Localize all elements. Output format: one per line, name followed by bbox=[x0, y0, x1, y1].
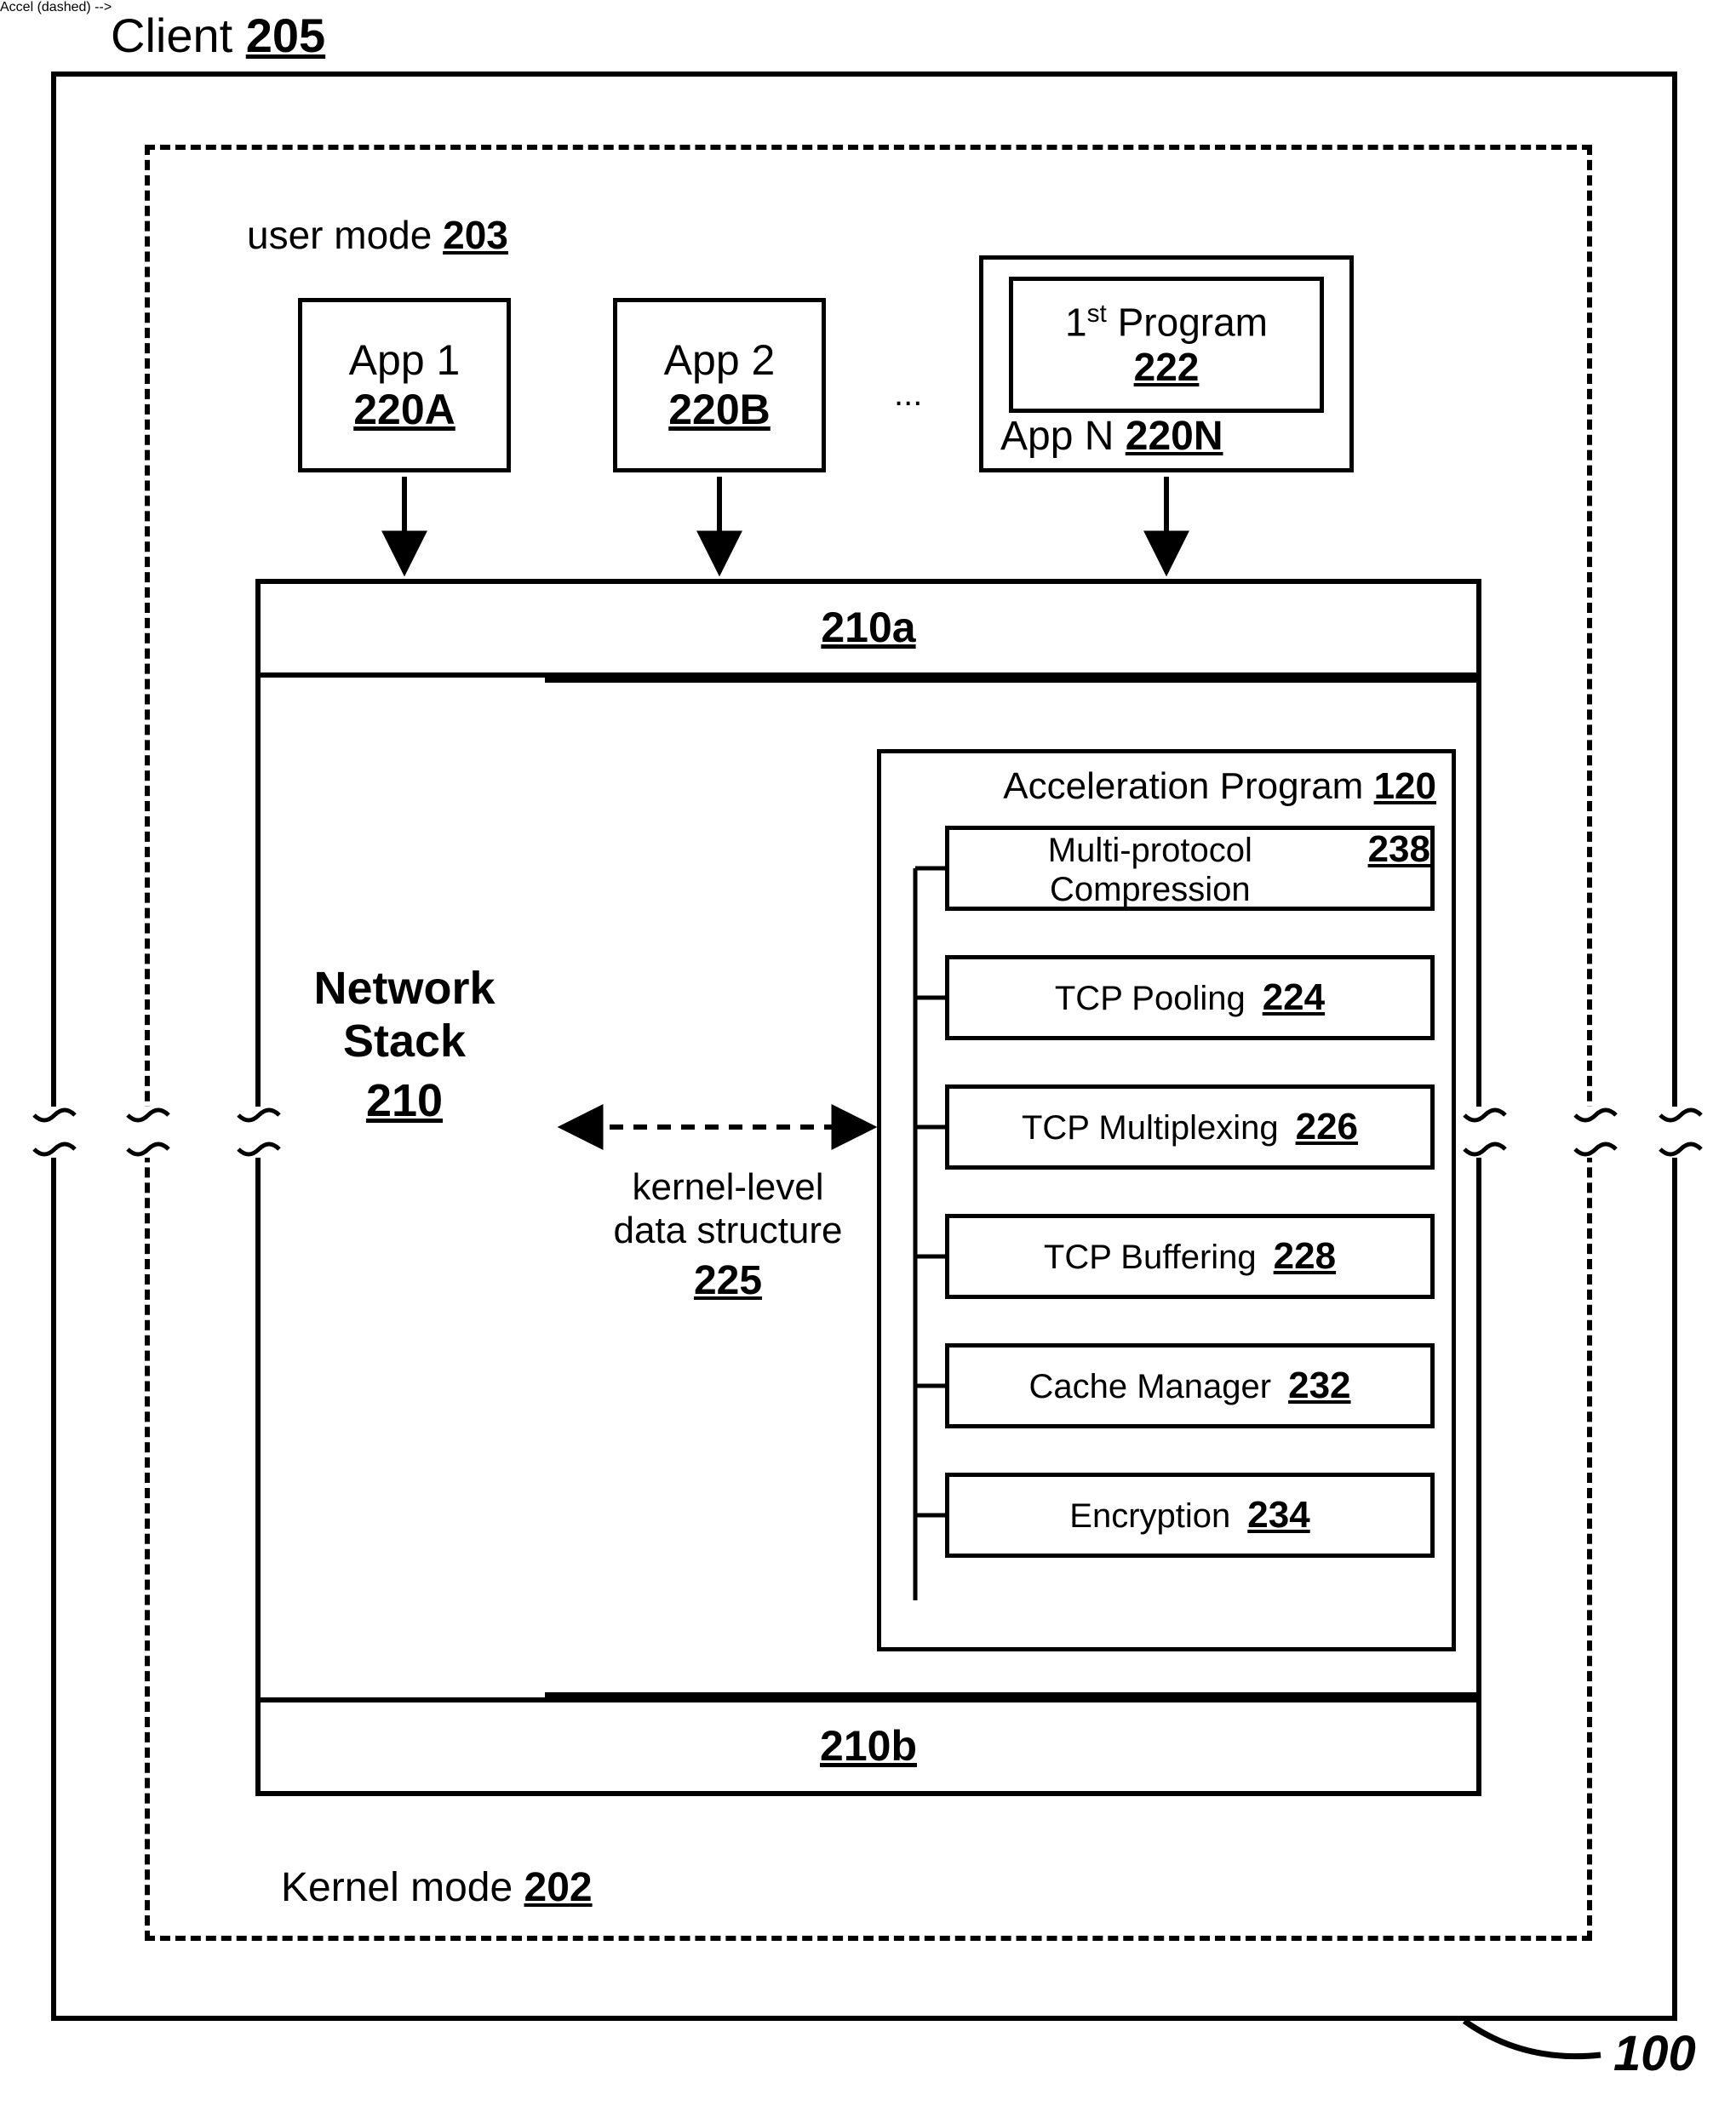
layer-210b-label: 210b bbox=[820, 1722, 917, 1771]
network-stack-label: NetworkStack bbox=[313, 962, 495, 1067]
kds-label-block: kernel-level data structure 225 bbox=[596, 1166, 860, 1304]
accel-item-label: TCP Pooling bbox=[1055, 979, 1246, 1018]
accel-item-label: Cache Manager bbox=[1028, 1367, 1271, 1406]
accel-item: Multi-protocol Compression 238 bbox=[945, 826, 1435, 911]
app-2-ref: 220B bbox=[668, 386, 771, 435]
figure-ref: 100 bbox=[1613, 2026, 1696, 2083]
kernel-mode-text: Kernel mode bbox=[281, 1865, 513, 1910]
app-n-label: App N bbox=[1000, 414, 1114, 459]
accel-item-ref: 232 bbox=[1288, 1365, 1350, 1408]
app-1-label: App 1 bbox=[349, 336, 461, 386]
accel-item-label: TCP Multiplexing bbox=[1022, 1108, 1279, 1147]
accel-item-label: Encryption bbox=[1069, 1496, 1230, 1536]
user-mode-label: user mode 203 bbox=[247, 213, 508, 258]
layer-210a: 210a bbox=[261, 584, 1476, 678]
app-1-ref: 220A bbox=[353, 386, 455, 435]
accel-item-ref: 224 bbox=[1263, 976, 1325, 1020]
first-program-box: 1st Program 222 bbox=[1009, 277, 1324, 413]
accel-title: Acceleration Program bbox=[1003, 765, 1363, 807]
accel-item: TCP Pooling 224 bbox=[945, 955, 1435, 1040]
kernel-mode-label: Kernel mode 202 bbox=[281, 1864, 593, 1911]
first-program-label: 1st Program bbox=[1065, 300, 1268, 345]
kds-line1: kernel-level bbox=[633, 1166, 824, 1210]
app-2-box: App 2 220B bbox=[613, 298, 826, 472]
accel-item-ref: 228 bbox=[1274, 1235, 1336, 1279]
accel-item-ref: 238 bbox=[1368, 828, 1430, 872]
user-mode-ref: 203 bbox=[443, 213, 508, 257]
first-program-ref: 222 bbox=[1134, 345, 1200, 390]
kds-line2: data structure bbox=[613, 1210, 842, 1253]
kds-ref: 225 bbox=[694, 1257, 762, 1304]
client-label: Client bbox=[111, 9, 232, 62]
accel-item-label: Multi-protocol Compression bbox=[949, 831, 1351, 909]
accel-item: Encryption 234 bbox=[945, 1473, 1435, 1558]
app-n-ref: 220N bbox=[1126, 414, 1223, 459]
client-title: Client 205 bbox=[111, 9, 325, 63]
app-2-label: App 2 bbox=[664, 336, 776, 386]
app-1-box: App 1 220A bbox=[298, 298, 511, 472]
accel-item: TCP Multiplexing 226 bbox=[945, 1084, 1435, 1170]
layer-210b: 210b bbox=[261, 1697, 1476, 1791]
user-mode-text: user mode bbox=[247, 213, 432, 257]
network-stack-ref: 210 bbox=[366, 1074, 443, 1127]
accel-item-ref: 234 bbox=[1247, 1494, 1309, 1537]
accel-ref: 120 bbox=[1374, 765, 1436, 807]
accel-item-ref: 226 bbox=[1296, 1106, 1358, 1149]
apps-ellipsis: ... bbox=[894, 375, 922, 414]
network-stack-label-block: NetworkStack 210 bbox=[272, 962, 536, 1127]
kernel-mode-ref: 202 bbox=[524, 1865, 593, 1910]
layer-210a-label: 210a bbox=[821, 604, 915, 653]
accel-item: Cache Manager 232 bbox=[945, 1343, 1435, 1428]
accel-item-label: TCP Buffering bbox=[1044, 1238, 1257, 1277]
accel-item: TCP Buffering 228 bbox=[945, 1214, 1435, 1299]
diagram-canvas: Client 205 user mode 203 App 1 220A App … bbox=[0, 0, 1736, 2123]
client-ref: 205 bbox=[246, 9, 325, 62]
